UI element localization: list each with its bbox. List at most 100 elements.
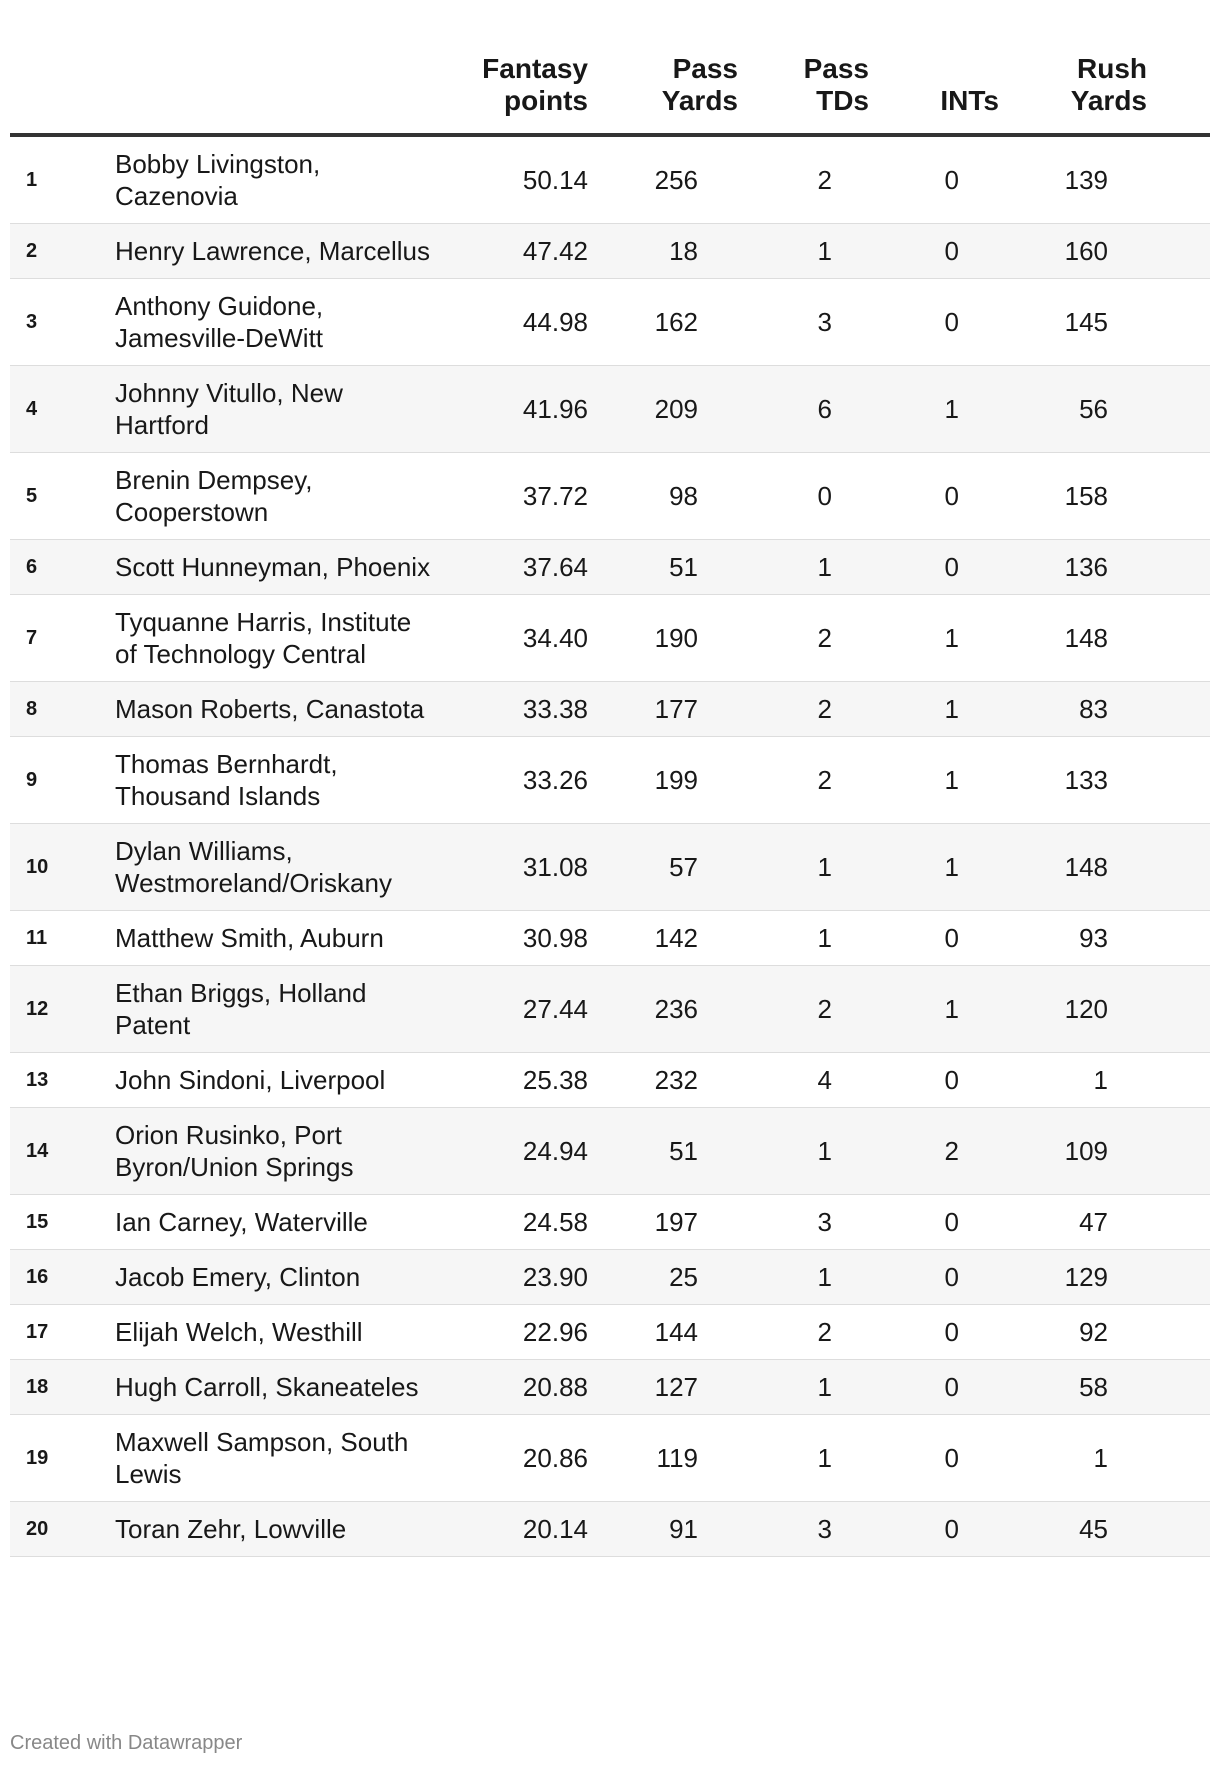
player-name: Bobby Livingston, Cazenovia <box>115 149 321 211</box>
cell-ints: 0 <box>944 923 959 953</box>
cell-rush-yards: 148 <box>1064 852 1108 882</box>
cell-ints: 0 <box>944 481 959 511</box>
cell-pass-yards: 236 <box>654 994 698 1024</box>
rank: 13 <box>26 1069 49 1091</box>
cell-rush-yards: 93 <box>1079 923 1108 953</box>
cell-pass-yards: 127 <box>654 1372 698 1402</box>
table-row: 17 Elijah Welch, Westhill 22.96 144 2 0 92 <box>10 1305 1210 1360</box>
cell-pass-yards: 51 <box>669 1136 698 1166</box>
player-name: Elijah Welch, Westhill <box>115 1317 363 1347</box>
rank: 2 <box>26 240 38 262</box>
player-name: Mason Roberts, Canastota <box>115 694 425 724</box>
header-ints[interactable]: INTs <box>940 85 999 116</box>
cell-pass-yards: 232 <box>654 1065 698 1095</box>
cell-pass-tds: 2 <box>817 765 832 795</box>
header-rush-yards[interactable]: Rush Yards <box>1070 53 1147 116</box>
cell-rush-yards: 58 <box>1079 1372 1108 1402</box>
cell-fantasy: 37.64 <box>522 552 588 582</box>
cell-pass-yards: 144 <box>654 1317 698 1347</box>
table-row: 9 Thomas Bernhardt, Thousand Islands 33.26… <box>10 737 1210 824</box>
cell-rush-yards: 158 <box>1064 481 1108 511</box>
table-row: 19 Maxwell Sampson, South Lewis 20.86 119 1 0… <box>10 1415 1210 1502</box>
rank: 4 <box>26 398 38 420</box>
cell-fantasy: 30.98 <box>522 923 588 953</box>
player-name: Maxwell Sampson, South Lewis <box>115 1427 409 1489</box>
table-row: 4 Johnny Vitullo, New Hartford 41.96 209 6 1 5… <box>10 366 1210 453</box>
cell-ints: 1 <box>944 623 959 653</box>
cell-ints: 0 <box>944 1372 959 1402</box>
cell-fantasy: 25.38 <box>522 1065 588 1095</box>
table-row: 7 Tyquanne Harris, Institute of Technolog… <box>10 595 1210 682</box>
cell-rush-yards: 1 <box>1093 1443 1108 1473</box>
header-pass-yards[interactable]: Pass Yards <box>661 53 738 116</box>
header-pass-tds[interactable]: Pass TDs <box>803 53 869 116</box>
rank: 9 <box>26 769 38 791</box>
cell-pass-tds: 1 <box>817 552 832 582</box>
cell-pass-yards: 190 <box>654 623 698 653</box>
cell-rush-yards: 56 <box>1079 394 1108 424</box>
rank: 3 <box>26 311 38 333</box>
cell-pass-tds: 1 <box>817 1136 832 1166</box>
cell-pass-tds: 2 <box>817 694 832 724</box>
cell-ints: 1 <box>944 765 959 795</box>
cell-pass-tds: 6 <box>817 394 832 424</box>
cell-ints: 0 <box>944 1514 959 1544</box>
player-name: John Sindoni, Liverpool <box>115 1065 386 1095</box>
player-name: Ethan Briggs, Holland Patent <box>115 978 367 1040</box>
table-row: 10 Dylan Williams, Westmoreland/Oriskany 3… <box>10 824 1210 911</box>
cell-pass-tds: 1 <box>817 852 832 882</box>
cell-rush-yards: 1 <box>1093 1065 1108 1095</box>
player-name: Anthony Guidone, Jamesville-DeWitt <box>115 291 324 353</box>
cell-ints: 0 <box>944 165 959 195</box>
cell-fantasy: 23.90 <box>522 1262 588 1292</box>
cell-fantasy: 33.26 <box>522 765 588 795</box>
cell-ints: 0 <box>944 307 959 337</box>
cell-rush-yards: 47 <box>1079 1207 1108 1237</box>
cell-pass-tds: 4 <box>817 1065 832 1095</box>
player-name: Orion Rusinko, Port Byron/Union Springs <box>115 1120 354 1182</box>
cell-pass-yards: 256 <box>654 165 698 195</box>
player-name: Dylan Williams, Westmoreland/Oriskany <box>115 836 392 898</box>
cell-pass-yards: 177 <box>654 694 698 724</box>
cell-rush-yards: 148 <box>1064 623 1108 653</box>
stats-table: Fantasy points Pass Yards Pass TDs INTs Rus… <box>10 40 1210 1557</box>
cell-ints: 0 <box>944 236 959 266</box>
cell-fantasy: 24.58 <box>522 1207 588 1237</box>
cell-ints: 0 <box>944 1443 959 1473</box>
cell-fantasy: 34.40 <box>522 623 588 653</box>
rank: 12 <box>26 998 49 1020</box>
player-name: Ian Carney, Waterville <box>115 1207 368 1237</box>
cell-pass-yards: 57 <box>669 852 698 882</box>
cell-rush-yards: 136 <box>1064 552 1108 582</box>
cell-pass-tds: 2 <box>817 994 832 1024</box>
footer-credit[interactable]: Created with Datawrapper <box>10 1732 243 1754</box>
cell-ints: 0 <box>944 1207 959 1237</box>
header-fantasy-points[interactable]: Fantasy points <box>482 53 588 116</box>
cell-fantasy: 47.42 <box>522 236 588 266</box>
rank: 16 <box>26 1266 49 1288</box>
player-name: Henry Lawrence, Marcellus <box>115 236 431 266</box>
table-row: 12 Ethan Briggs, Holland Patent 27.44 236 2 1… <box>10 966 1210 1053</box>
cell-ints: 2 <box>944 1136 959 1166</box>
cell-fantasy: 31.08 <box>522 852 588 882</box>
rank: 19 <box>26 1447 49 1469</box>
rank: 15 <box>26 1211 49 1233</box>
cell-pass-tds: 3 <box>817 307 832 337</box>
cell-ints: 0 <box>944 1317 959 1347</box>
player-name: Tyquanne Harris, Institute of Technology… <box>115 607 412 669</box>
cell-pass-tds: 0 <box>817 481 832 511</box>
cell-rush-yards: 145 <box>1064 307 1108 337</box>
table-row: 5 Brenin Dempsey, Cooperstown 37.72 98 0 0 158 <box>10 453 1210 540</box>
player-name: Matthew Smith, Auburn <box>115 923 384 953</box>
table-row: 20 Toran Zehr, Lowville 20.14 91 3 0 45 <box>10 1502 1210 1557</box>
cell-pass-yards: 25 <box>669 1262 698 1292</box>
table-row: 18 Hugh Carroll, Skaneateles 20.88 127 1 0 58 <box>10 1360 1210 1415</box>
table-row: 11 Matthew Smith, Auburn 30.98 142 1 0 93 <box>10 911 1210 966</box>
cell-fantasy: 24.94 <box>522 1136 588 1166</box>
cell-ints: 0 <box>944 552 959 582</box>
table-row: 3 Anthony Guidone, Jamesville-DeWitt 44.98… <box>10 279 1210 366</box>
cell-fantasy: 20.86 <box>522 1443 588 1473</box>
rank: 14 <box>26 1140 49 1162</box>
cell-rush-yards: 133 <box>1064 765 1108 795</box>
cell-pass-tds: 1 <box>817 236 832 266</box>
